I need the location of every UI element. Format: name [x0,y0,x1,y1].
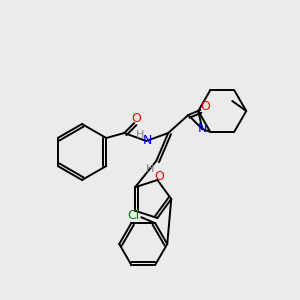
Text: O: O [200,100,210,113]
Text: H: H [136,130,144,140]
Text: N: N [142,134,152,146]
Text: Cl: Cl [127,209,140,222]
Text: N: N [198,122,207,136]
Text: O: O [154,170,164,184]
Text: H: H [146,164,154,174]
Text: O: O [131,112,141,125]
